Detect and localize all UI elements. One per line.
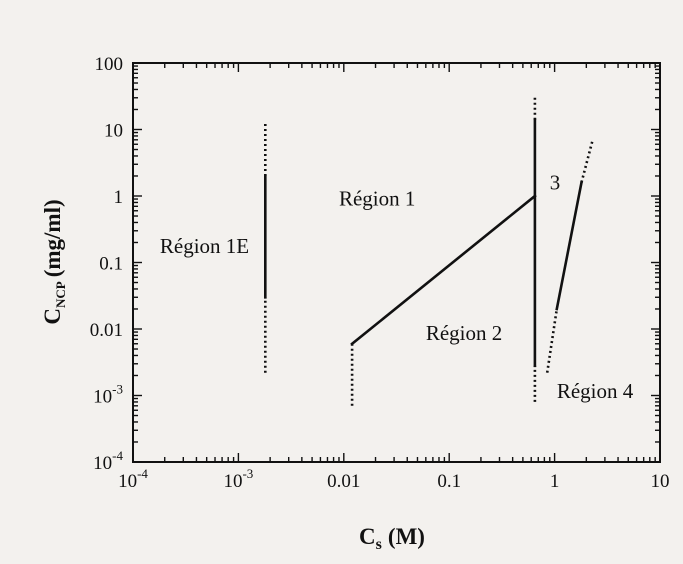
region-label: Région 1 [339, 186, 415, 210]
y-axis-label-main: C [40, 308, 65, 325]
boundary-line-dotted [580, 139, 594, 183]
y-tick-label: 10 [104, 121, 123, 142]
boundary-line-dotted [545, 308, 559, 373]
y-tick-label-exp: -3 [112, 382, 123, 397]
y-tick-label-base: 10 [93, 387, 112, 408]
x-tick-label: 0.1 [437, 471, 461, 492]
region-label: Région 4 [557, 379, 634, 403]
region-label: Région 2 [426, 321, 502, 345]
y-tick-label-exp: -4 [112, 448, 123, 463]
x-tick-label: 1 [550, 471, 560, 492]
x-tick-label: 0.01 [327, 471, 360, 492]
y-tick-label-base: 10 [93, 453, 112, 474]
y-axis-label-sub: NCP [53, 281, 68, 308]
x-tick-labels: 10-4 10-3 0.01 0.1 1 10 [118, 466, 669, 492]
region-label: Région 1E [160, 234, 249, 258]
y-tick-label: 1 [114, 187, 124, 208]
axis-ticks [132, 62, 661, 463]
x-axis-label: Cs (M) [359, 524, 425, 553]
region-annotations: Région 1E Région 1 Région 2 3 Région 4 [160, 171, 634, 403]
y-tick-label: 100 [95, 54, 124, 75]
y-axis-label: CNCP (mg/ml) [40, 199, 68, 324]
region-label: 3 [550, 171, 561, 195]
x-tick-label: 10-3 [223, 466, 253, 492]
y-tick-label: 0.01 [90, 320, 123, 341]
x-tick-label-exp: -3 [242, 466, 253, 481]
boundary-line-solid [555, 180, 584, 311]
data-series [264, 97, 594, 406]
y-axis-label-unit: (mg/ml) [40, 199, 65, 277]
y-tick-label: 10-3 [93, 382, 123, 408]
y-tick-label: 10-4 [93, 448, 123, 474]
x-tick-label-exp: -4 [137, 466, 148, 481]
x-tick-label-base: 10 [118, 471, 137, 492]
x-axis-label-unit: (M) [388, 524, 425, 549]
boundary-line-solid [350, 194, 537, 346]
x-tick-label: 10-4 [118, 466, 148, 492]
y-tick-label: 0.1 [99, 254, 123, 275]
x-tick-label: 10 [651, 471, 670, 492]
x-axis-label-sub: s [376, 536, 382, 553]
x-tick-label-base: 10 [223, 471, 242, 492]
x-axis-label-main: C [359, 524, 376, 549]
